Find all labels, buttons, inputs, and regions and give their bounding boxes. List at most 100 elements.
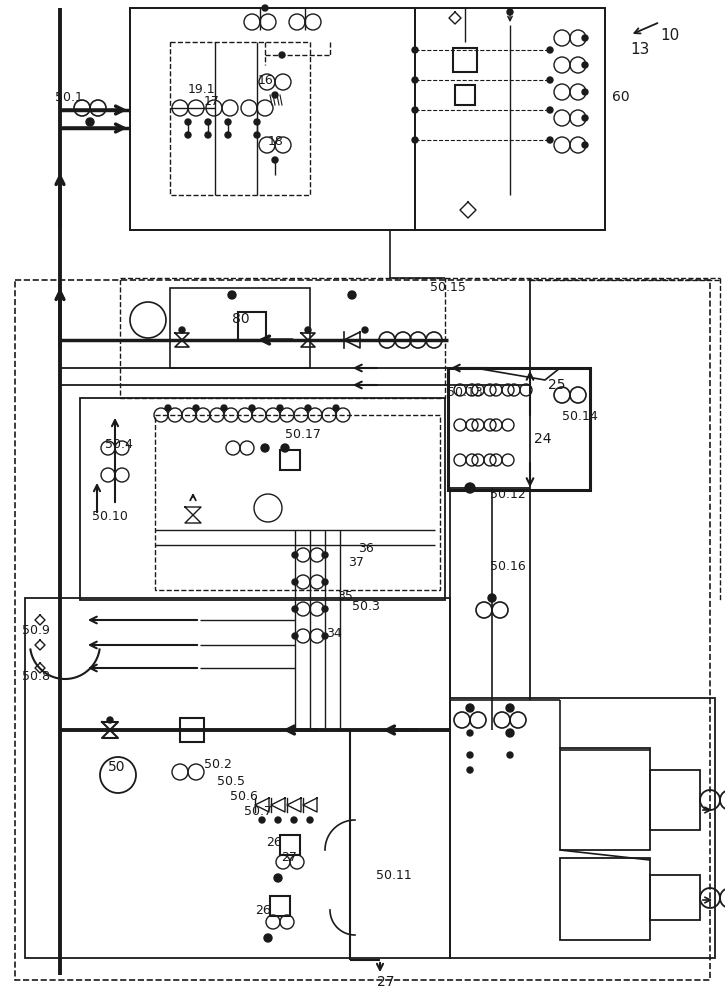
- Text: 60: 60: [612, 90, 629, 104]
- Circle shape: [322, 552, 328, 558]
- Circle shape: [582, 35, 588, 41]
- Bar: [170, 288, 310, 368]
- Text: 13: 13: [630, 42, 650, 57]
- Circle shape: [465, 483, 475, 493]
- Bar: [270, 896, 290, 916]
- Circle shape: [307, 817, 313, 823]
- Text: 50.2: 50.2: [204, 758, 232, 771]
- Text: 50.7: 50.7: [244, 805, 272, 818]
- Circle shape: [547, 47, 553, 53]
- Bar: [120, 278, 445, 398]
- Bar: [80, 398, 445, 600]
- Circle shape: [362, 327, 368, 333]
- Circle shape: [467, 730, 473, 736]
- Bar: [560, 858, 650, 940]
- Text: 50.15: 50.15: [430, 281, 466, 294]
- Circle shape: [412, 137, 418, 143]
- Circle shape: [259, 817, 265, 823]
- Bar: [650, 770, 700, 830]
- Circle shape: [466, 704, 474, 712]
- Circle shape: [467, 752, 473, 758]
- Text: 50.9: 50.9: [22, 624, 50, 637]
- Circle shape: [179, 327, 185, 333]
- Text: 19.1: 19.1: [188, 83, 215, 96]
- Bar: [280, 450, 300, 470]
- Circle shape: [272, 92, 278, 98]
- Text: 50.1: 50.1: [55, 91, 83, 104]
- Circle shape: [582, 89, 588, 95]
- Text: 27: 27: [377, 975, 394, 989]
- Bar: [560, 748, 650, 850]
- Text: 50.14: 50.14: [562, 410, 597, 423]
- Text: 10: 10: [660, 28, 679, 43]
- Circle shape: [305, 405, 311, 411]
- Bar: [453, 48, 477, 72]
- Circle shape: [205, 119, 211, 125]
- Circle shape: [221, 405, 227, 411]
- Text: 80: 80: [232, 312, 249, 326]
- Circle shape: [305, 327, 311, 333]
- Text: 26: 26: [266, 836, 282, 849]
- Circle shape: [279, 52, 285, 58]
- Text: 50.11: 50.11: [376, 869, 412, 882]
- Circle shape: [582, 142, 588, 148]
- Bar: [15, 280, 710, 980]
- Text: 50.6: 50.6: [230, 790, 258, 803]
- Circle shape: [547, 137, 553, 143]
- Text: 50.8: 50.8: [22, 670, 50, 683]
- Circle shape: [185, 119, 191, 125]
- Circle shape: [506, 704, 514, 712]
- Bar: [415, 8, 605, 230]
- Circle shape: [228, 291, 236, 299]
- Circle shape: [547, 77, 553, 83]
- Circle shape: [467, 767, 473, 773]
- Circle shape: [292, 606, 298, 612]
- Text: 50.17: 50.17: [285, 428, 321, 441]
- Circle shape: [488, 594, 496, 602]
- Text: 36: 36: [358, 542, 374, 555]
- Bar: [448, 368, 590, 490]
- Circle shape: [507, 9, 513, 15]
- Circle shape: [254, 119, 260, 125]
- Circle shape: [582, 115, 588, 121]
- Bar: [238, 312, 266, 340]
- Circle shape: [322, 579, 328, 585]
- Circle shape: [292, 579, 298, 585]
- Circle shape: [185, 132, 191, 138]
- Circle shape: [507, 752, 513, 758]
- Circle shape: [165, 405, 171, 411]
- Circle shape: [225, 132, 231, 138]
- Text: 18: 18: [268, 135, 284, 148]
- Circle shape: [193, 405, 199, 411]
- Circle shape: [107, 717, 113, 723]
- Bar: [180, 718, 204, 742]
- Circle shape: [262, 5, 268, 11]
- Text: 50.5: 50.5: [217, 775, 245, 788]
- Text: 50.13: 50.13: [447, 386, 483, 399]
- Circle shape: [254, 132, 260, 138]
- Text: 50.3: 50.3: [352, 600, 380, 613]
- Circle shape: [277, 405, 283, 411]
- Text: 50.4: 50.4: [105, 438, 133, 451]
- Circle shape: [322, 606, 328, 612]
- Circle shape: [412, 47, 418, 53]
- Text: 50: 50: [108, 760, 125, 774]
- Bar: [155, 415, 440, 590]
- Circle shape: [547, 107, 553, 113]
- Circle shape: [275, 817, 281, 823]
- Circle shape: [272, 157, 278, 163]
- Bar: [450, 698, 715, 958]
- Circle shape: [264, 934, 272, 942]
- Circle shape: [261, 444, 269, 452]
- Bar: [280, 835, 300, 855]
- Circle shape: [291, 817, 297, 823]
- Circle shape: [348, 291, 356, 299]
- Bar: [170, 42, 310, 195]
- Text: 35: 35: [337, 590, 353, 603]
- Circle shape: [292, 633, 298, 639]
- Text: 25: 25: [548, 378, 566, 392]
- Text: 34: 34: [326, 627, 341, 640]
- Circle shape: [506, 729, 514, 737]
- Text: 50.16: 50.16: [490, 560, 526, 573]
- Text: 50.12: 50.12: [490, 488, 526, 501]
